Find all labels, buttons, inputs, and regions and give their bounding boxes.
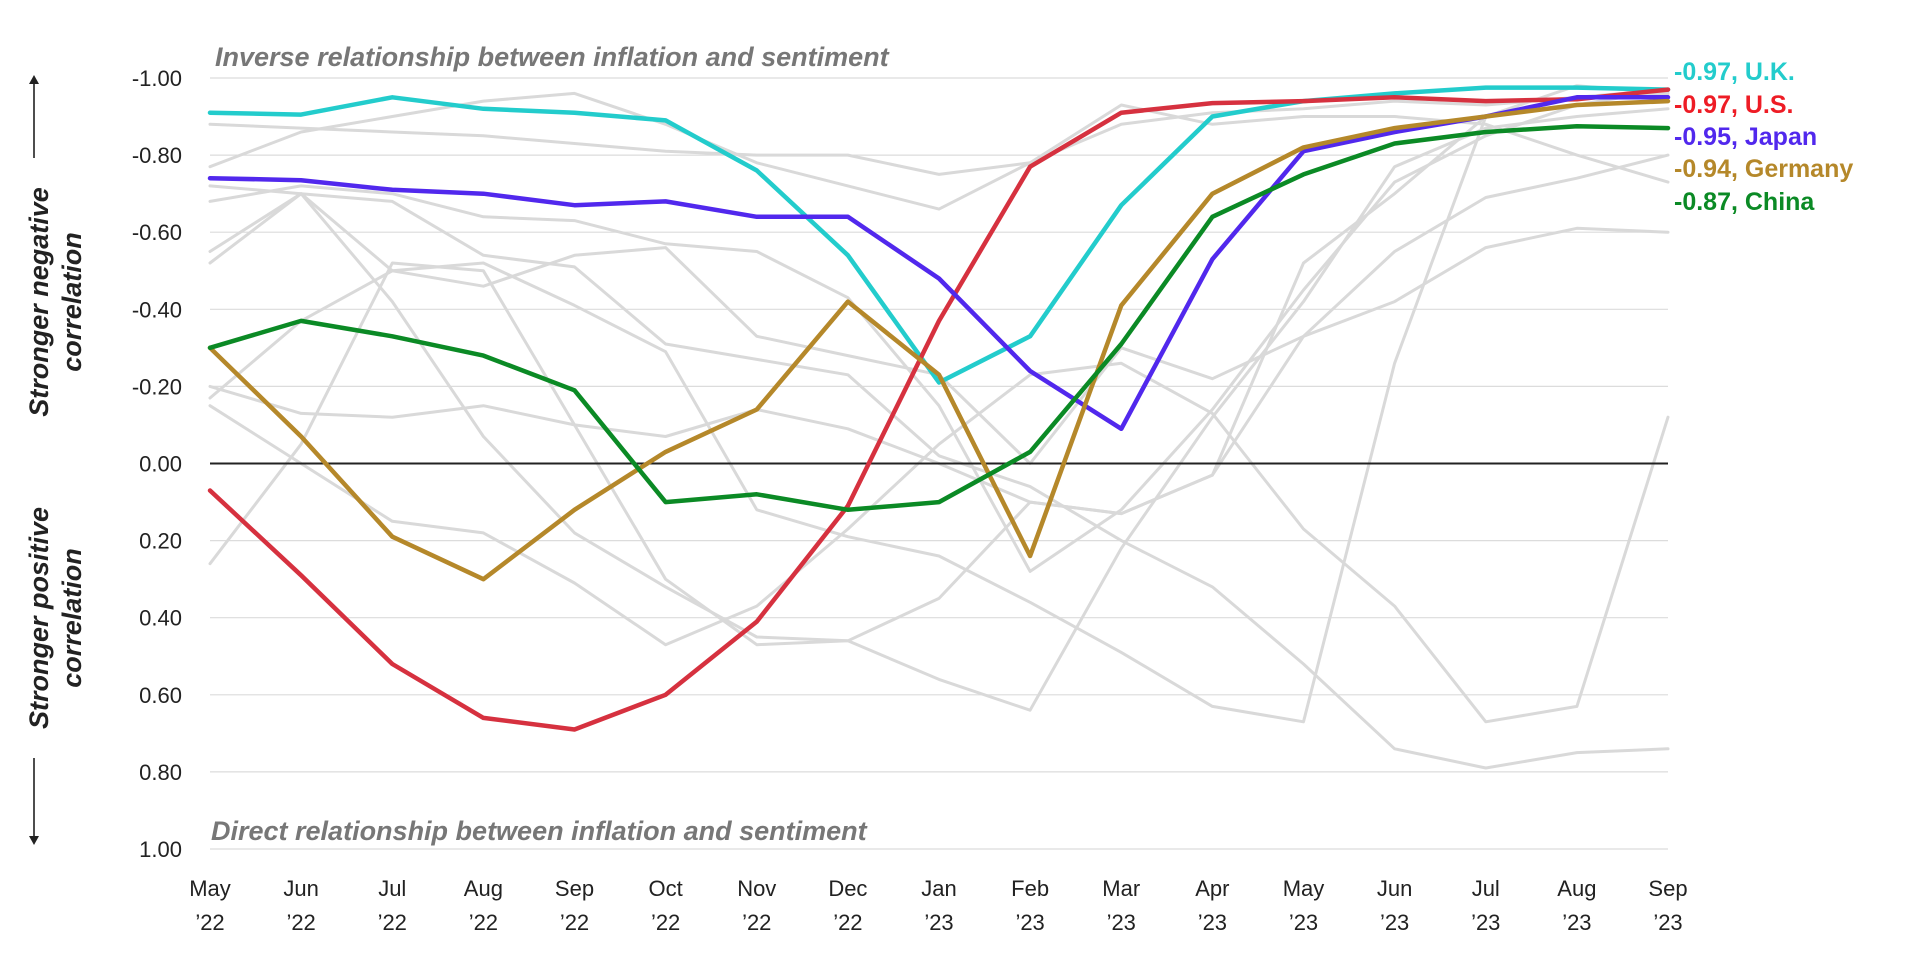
y-tick-label: -0.40 <box>132 297 182 322</box>
x-tick-label-month: Sep <box>1648 876 1687 901</box>
x-tick-label-year: ’22 <box>833 910 862 935</box>
y-axis-title-lower-line1: Stronger positive <box>24 507 54 729</box>
background-series-line <box>208 91 1670 724</box>
grid-layer <box>210 77 1668 850</box>
axis-labels-layer: -1.00 -0.80 -0.60 -0.40 -0.20 0.00 0.20 0.40 0.6… <box>132 66 1688 935</box>
x-tick-label-year: ’23 <box>1471 910 1500 935</box>
x-tick-label-month: Jan <box>921 876 956 901</box>
x-tick-label-month: Apr <box>1195 876 1229 901</box>
x-tick-label-year: ’22 <box>742 910 771 935</box>
y-tick-label: -0.80 <box>132 143 182 168</box>
background-series-line <box>208 192 1670 465</box>
highlighted-series-layer: -0.97, U.K. -0.97, U.S. -0.95, Japan -0.94,… <box>207 58 1853 732</box>
x-tick-label-month: Dec <box>828 876 867 901</box>
y-axis-title-upper: Stronger negative correlation <box>24 187 87 417</box>
x-tick-label-month: Jun <box>283 876 318 901</box>
x-tick-label-month: Sep <box>555 876 594 901</box>
x-tick-label-year: ’23 <box>924 910 953 935</box>
y-axis-direction-arrows <box>29 75 39 845</box>
background-series-line <box>208 153 1670 647</box>
annotation-inverse-relationship: Inverse relationship between inflation a… <box>215 42 890 72</box>
y-axis-title-upper-line2: correlation <box>57 232 87 372</box>
y-tick-label: -0.60 <box>132 220 182 245</box>
annotation-direct-relationship: Direct relationship between inflation an… <box>211 816 868 846</box>
series-end-label: -0.87, China <box>1674 188 1815 216</box>
background-series-line <box>208 84 1670 516</box>
x-tick-label-month: Jun <box>1377 876 1412 901</box>
series-line-germany <box>207 98 1671 582</box>
x-tick-label-year: ’22 <box>560 910 589 935</box>
x-tick-label-month: Jul <box>1472 876 1500 901</box>
x-tick-label-year: ’23 <box>1015 910 1044 935</box>
y-axis-title-lower-line2: correlation <box>57 548 87 688</box>
background-series-line <box>208 107 1670 712</box>
y-axis-title-lower: Stronger positive correlation <box>24 507 87 729</box>
y-tick-label: -1.00 <box>132 66 182 91</box>
x-tick-label-year: ’22 <box>195 910 224 935</box>
y-tick-label: -0.20 <box>132 374 182 399</box>
x-tick-label-year: ’22 <box>469 910 498 935</box>
x-tick-label-year: ’23 <box>1198 910 1227 935</box>
series-end-label: -0.97, U.S. <box>1674 91 1794 119</box>
y-tick-label: 0.40 <box>139 606 182 631</box>
series-line-uk <box>207 85 1671 385</box>
y-tick-label: 0.20 <box>139 529 182 554</box>
y-tick-label: 1.00 <box>139 837 182 862</box>
x-tick-label-month: Nov <box>737 876 776 901</box>
x-tick-label-year: ’22 <box>651 910 680 935</box>
x-tick-label-month: Aug <box>464 876 503 901</box>
x-tick-label-month: Aug <box>1557 876 1596 901</box>
background-series-line <box>208 361 1670 724</box>
x-tick-label-year: ’23 <box>1289 910 1318 935</box>
series-line-us <box>207 87 1671 732</box>
series-end-label: -0.95, Japan <box>1674 123 1817 151</box>
y-tick-label: 0.80 <box>139 760 182 785</box>
arrow-down-icon <box>29 836 39 845</box>
series-line-japan <box>207 95 1671 432</box>
x-tick-label-year: ’23 <box>1107 910 1136 935</box>
series-end-label: -0.97, U.K. <box>1674 58 1795 86</box>
x-tick-label-month: May <box>189 876 231 901</box>
x-tick-label-year: ’22 <box>286 910 315 935</box>
y-axis-title-upper-line1: Stronger negative <box>24 187 54 417</box>
x-tick-label-year: ’22 <box>378 910 407 935</box>
background-series-line <box>208 184 1670 770</box>
series-end-label: -0.94, Germany <box>1674 155 1853 183</box>
x-tick-label-month: Mar <box>1102 876 1140 901</box>
x-tick-label-year: ’23 <box>1653 910 1682 935</box>
x-tick-label-year: ’23 <box>1380 910 1409 935</box>
background-series-layer <box>208 84 1670 770</box>
y-tick-label: 0.00 <box>139 452 182 477</box>
background-series-line <box>208 103 1670 184</box>
x-tick-label-month: Feb <box>1011 876 1049 901</box>
y-tick-label: 0.60 <box>139 683 182 708</box>
x-tick-label-month: Jul <box>378 876 406 901</box>
x-tick-label-year: ’23 <box>1562 910 1591 935</box>
x-tick-label-month: Oct <box>649 876 683 901</box>
series-line-china <box>207 123 1671 513</box>
background-series-line <box>208 88 1670 573</box>
x-tick-label-month: May <box>1283 876 1325 901</box>
arrow-up-icon <box>29 75 39 84</box>
